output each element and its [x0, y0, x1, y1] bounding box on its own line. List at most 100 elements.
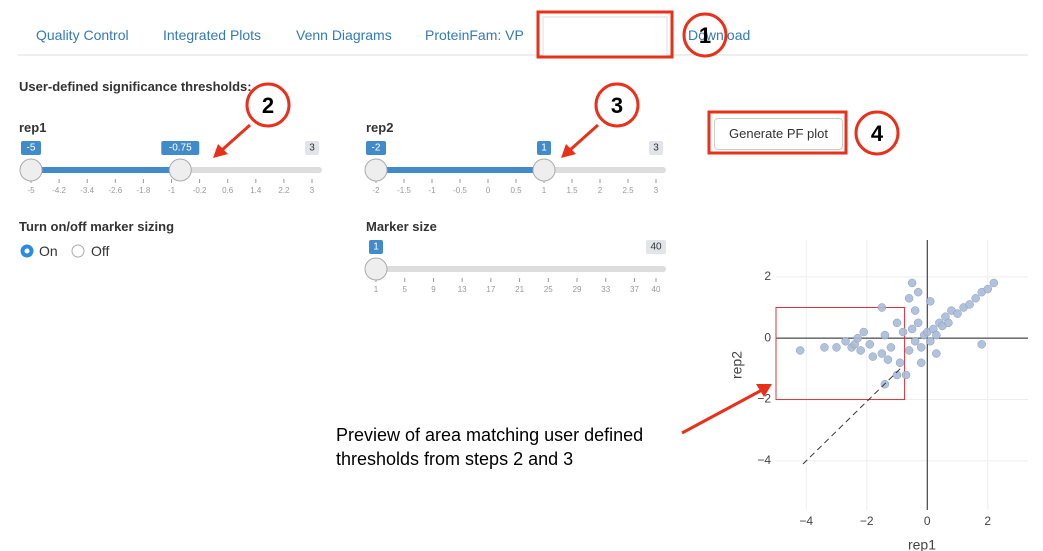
y-tick-label: 0 — [764, 330, 771, 344]
step-number: 2 — [262, 93, 274, 118]
slider-tick-label: 2 — [598, 186, 603, 195]
slider-tick-label: -3.4 — [80, 186, 94, 195]
slider-fill — [376, 167, 544, 173]
arrow-head — [561, 144, 576, 158]
point — [971, 294, 980, 303]
highlight-box — [536, 10, 674, 59]
arrow-head — [213, 144, 228, 158]
preview-note: thresholds from steps 2 and 3 — [336, 449, 573, 469]
slider-badge — [21, 141, 41, 155]
slider-tick-label: -1.8 — [137, 186, 151, 195]
slider-tick-label: 1.4 — [250, 186, 262, 195]
slider-tick-label: 29 — [573, 285, 582, 294]
slider-value: 1 — [373, 242, 379, 253]
point — [983, 284, 993, 294]
active-tab-box — [542, 16, 668, 57]
x-axis-title: rep1 — [908, 537, 936, 551]
slider-handle[interactable] — [168, 158, 192, 182]
point — [904, 294, 914, 303]
slider-badge — [161, 141, 200, 155]
tab[interactable]: Quality Control — [36, 27, 129, 43]
point — [859, 327, 868, 337]
slider-tick-label: 1 — [374, 285, 379, 294]
radio-option[interactable]: Off — [91, 243, 110, 259]
radio-button[interactable] — [71, 244, 85, 258]
step-circle — [682, 12, 728, 58]
point — [910, 306, 920, 315]
slider-tick-label: 2.2 — [278, 186, 290, 195]
slider-value: 40 — [650, 242, 662, 253]
slider-handle[interactable] — [364, 158, 388, 182]
step-number: 3 — [611, 93, 623, 118]
slider-tick-label: 9 — [431, 285, 436, 294]
point — [926, 297, 935, 306]
slider-label: rep2 — [366, 120, 394, 135]
point — [913, 318, 923, 328]
arrow-head — [756, 384, 772, 397]
slider-tick-label: 5 — [402, 285, 407, 294]
tab[interactable]: Integrated Plots — [163, 27, 262, 43]
slider-tick-label: -0.5 — [453, 186, 467, 195]
point — [820, 343, 829, 352]
point — [877, 303, 887, 312]
slider-tick-label: 0 — [486, 186, 491, 195]
slider-label: rep1 — [19, 120, 47, 135]
slider-badge — [646, 240, 666, 254]
slider-tick-label: 2.5 — [622, 186, 634, 195]
radio-label: Turn on/off marker sizing — [19, 219, 175, 234]
x-tick-label: 0 — [924, 514, 931, 528]
slider-value: -0.75 — [169, 143, 192, 154]
slider-tick-label: 3 — [654, 186, 659, 195]
slider-badge — [366, 141, 386, 155]
y-tick-label: 2 — [764, 269, 771, 283]
point — [932, 349, 941, 358]
point — [868, 352, 878, 361]
radio-option[interactable]: On — [39, 243, 58, 259]
point — [856, 346, 865, 355]
point — [892, 318, 902, 328]
point — [932, 330, 941, 340]
point — [965, 300, 974, 309]
slider-tick-label: 1 — [542, 186, 547, 195]
slider-handle[interactable] — [19, 158, 43, 182]
arrow — [681, 388, 763, 435]
point — [795, 346, 805, 355]
diagonal-guide — [802, 367, 902, 465]
step-circle — [854, 110, 900, 156]
slider-badge — [537, 141, 551, 155]
point — [841, 337, 850, 346]
slider-tick-label: 21 — [515, 285, 524, 294]
point — [989, 278, 999, 288]
slider-tick-label: 40 — [652, 285, 661, 294]
point — [904, 346, 914, 355]
point — [913, 287, 923, 297]
arrow — [569, 123, 599, 152]
tab[interactable]: ProteinFam: VP — [425, 27, 524, 43]
slider-tick-label: -2.6 — [108, 186, 122, 195]
slider-tick-label: -4.2 — [52, 186, 66, 195]
point — [880, 330, 890, 340]
x-tick-label: 2 — [984, 514, 991, 528]
slider-tick-label: 37 — [630, 285, 639, 294]
slider-badge — [649, 141, 663, 155]
slider-tick-label: 0.6 — [222, 186, 234, 195]
slider-tick-label: -5 — [27, 186, 35, 195]
slider-tick-label: 0.5 — [510, 186, 522, 195]
slider-handle[interactable] — [532, 158, 556, 182]
tab[interactable]: Download — [688, 27, 751, 43]
slider-tick-label: -1.5 — [397, 186, 411, 195]
slider-value: 3 — [653, 143, 659, 154]
slider-handle[interactable] — [364, 257, 388, 281]
point — [953, 309, 962, 318]
point — [901, 370, 911, 380]
threshold-area — [775, 307, 906, 401]
slider-value: 3 — [309, 143, 315, 154]
slider-badge — [369, 240, 383, 254]
point — [944, 318, 953, 328]
button[interactable]: Generate PF plot — [714, 118, 843, 150]
point — [907, 278, 917, 288]
tab[interactable]: Venn Diagrams — [296, 27, 392, 43]
y-tick-label: −4 — [757, 453, 771, 467]
